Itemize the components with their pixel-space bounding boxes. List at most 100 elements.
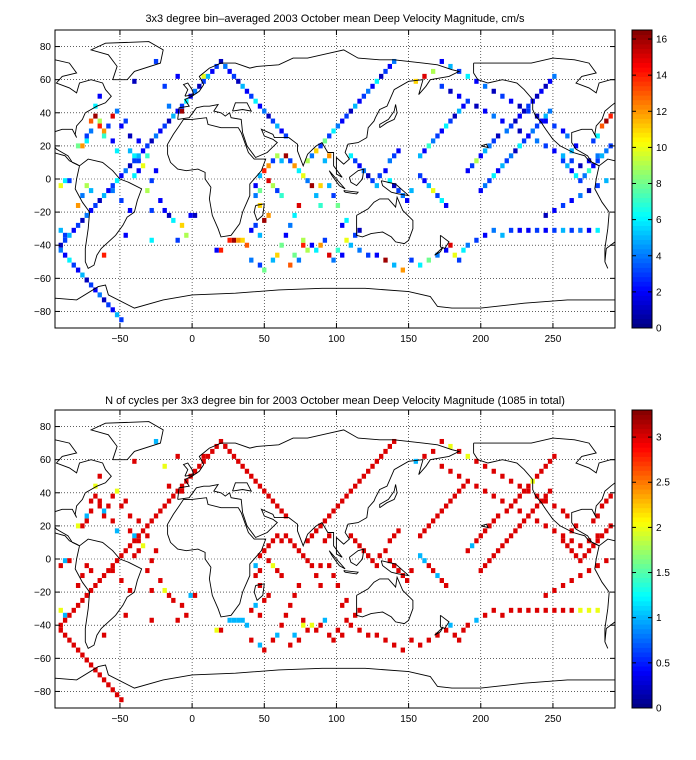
data-cell — [244, 88, 250, 94]
y-tick-label: −60 — [34, 274, 51, 285]
data-cell — [132, 173, 137, 179]
data-cell — [158, 578, 163, 584]
colorbar-segment — [632, 423, 652, 430]
data-cell — [400, 267, 405, 273]
data-cell — [543, 463, 548, 469]
data-cell — [136, 548, 141, 554]
data-cell — [543, 523, 548, 529]
colorbar-tick-label: 14 — [656, 71, 668, 82]
data-cell — [84, 138, 89, 144]
colorbar-tick-label: 2 — [656, 287, 662, 298]
data-cell — [366, 553, 371, 559]
data-cell — [521, 518, 527, 524]
data-cell — [400, 647, 405, 653]
data-cell — [465, 622, 470, 628]
data-cell — [309, 563, 315, 569]
colorbar-segment — [632, 507, 652, 513]
data-cell — [357, 98, 362, 104]
data-cell — [500, 473, 505, 479]
data-cell — [591, 543, 596, 549]
data-cell — [560, 227, 566, 233]
data-cell — [192, 592, 198, 598]
data-cell — [586, 168, 592, 174]
data-cell — [97, 93, 102, 99]
data-cell — [465, 73, 470, 79]
colorbar-segment — [632, 174, 652, 180]
data-cell — [409, 257, 414, 263]
data-cell — [552, 227, 557, 233]
data-cell — [595, 133, 600, 139]
data-cell — [80, 272, 85, 278]
data-cell — [565, 163, 570, 169]
data-cell — [93, 203, 98, 208]
y-tick-label: −20 — [34, 588, 51, 599]
data-cell — [595, 183, 600, 189]
data-cell — [166, 498, 172, 504]
data-cell — [335, 203, 341, 208]
data-cell — [392, 58, 397, 64]
coastline — [598, 538, 615, 547]
data-cell — [322, 158, 328, 164]
data-cell — [560, 508, 566, 514]
data-cell — [560, 607, 566, 613]
data-cell — [474, 617, 479, 623]
y-tick-label: −60 — [34, 654, 51, 665]
data-cell — [366, 632, 371, 638]
data-cell — [93, 113, 98, 119]
data-cell — [140, 148, 146, 154]
data-cell — [456, 637, 462, 643]
data-cell — [327, 252, 332, 258]
data-cell — [508, 153, 514, 159]
data-cell — [361, 93, 367, 99]
colorbar-segment — [632, 57, 652, 63]
data-cell — [318, 523, 323, 529]
colorbar: 0 2 4 6 8 10 12 14 16 — [631, 29, 668, 335]
data-cell — [396, 528, 401, 534]
coastline — [253, 203, 265, 222]
x-tick-label: 200 — [472, 714, 489, 725]
coastline — [74, 538, 143, 650]
data-cell — [586, 607, 592, 613]
y-tick-label: 60 — [40, 75, 52, 86]
colorbar-segment — [632, 638, 652, 644]
plot-area — [55, 30, 615, 328]
data-cell — [504, 538, 509, 544]
data-cell — [218, 438, 224, 444]
data-cell — [123, 498, 128, 504]
data-cell — [361, 473, 367, 479]
colorbar-segment — [632, 694, 652, 700]
data-cell — [84, 513, 89, 519]
data-cell — [374, 632, 380, 638]
data-cell — [288, 222, 293, 228]
data-cell — [348, 533, 354, 539]
data-cell — [257, 188, 263, 194]
data-cell — [439, 463, 444, 469]
colorbar-segment — [632, 239, 652, 245]
data-cell — [88, 662, 94, 668]
data-cell — [543, 493, 548, 499]
data-cell — [357, 478, 362, 484]
coastline — [55, 284, 615, 328]
data-cell — [149, 207, 154, 213]
data-cell — [478, 568, 483, 574]
colorbar-segment — [632, 202, 652, 208]
colorbar-segment — [632, 216, 652, 222]
data-cell — [595, 158, 600, 164]
colorbar-segment — [632, 67, 652, 73]
data-cell — [149, 178, 154, 184]
data-cell — [93, 287, 98, 293]
data-cell — [400, 573, 405, 579]
colorbar-segment — [632, 559, 652, 565]
data-cell — [595, 563, 600, 569]
data-cell — [547, 108, 553, 114]
data-cell — [543, 118, 548, 124]
data-cell — [487, 178, 492, 184]
data-cell — [145, 153, 150, 159]
data-cell — [396, 148, 401, 154]
data-cell — [448, 242, 453, 248]
y-tick-label: 80 — [40, 422, 52, 433]
data-cell — [240, 237, 245, 243]
data-cell — [80, 597, 85, 603]
data-cell — [487, 558, 492, 564]
data-cell — [93, 483, 98, 489]
